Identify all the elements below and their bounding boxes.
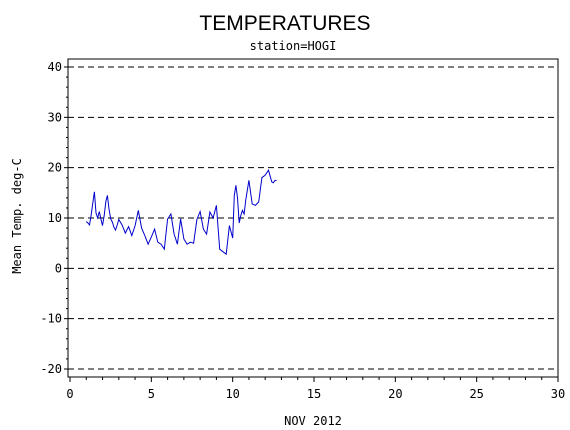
y-axis-label: Mean Temp. deg-C [10,158,24,274]
x-tick-label: 20 [388,387,402,401]
y-tick-label: -20 [40,362,62,376]
x-tick-label: 30 [551,387,565,401]
y-tick-label: -10 [40,312,62,326]
series-line [85,169,277,256]
x-tick-label: 15 [307,387,321,401]
x-axis-label: NOV 2012 [284,414,342,428]
y-tick-label: 30 [48,110,62,124]
x-tick-label: 10 [225,387,239,401]
x-tick-label: 5 [148,387,155,401]
chart-subtitle: station=HOGI [250,39,337,53]
y-tick-label: 0 [55,261,62,275]
y-tick-label: 40 [48,60,62,74]
x-tick-label: 25 [469,387,483,401]
x-tick-label: 0 [66,387,73,401]
y-tick-label: 10 [48,211,62,225]
chart-title: TEMPERATURES [199,12,370,35]
data-series [85,169,277,256]
gridlines [68,66,558,370]
axis-ticks: -20 -10 0 10 20 30 40 0 5 10 15 20 25 30 [40,60,565,401]
y-tick-label: 20 [48,161,62,175]
